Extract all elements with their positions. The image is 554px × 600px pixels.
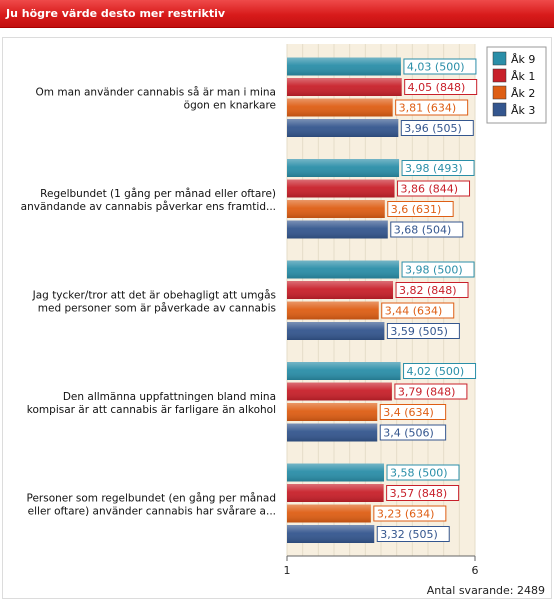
bar-shine (287, 200, 385, 218)
data-label-box (386, 323, 460, 339)
category-label: med personer som är påverkade av cannabi… (38, 301, 276, 314)
data-label-box (397, 180, 471, 197)
x-tick-label: 6 (472, 564, 479, 577)
data-label: 3,81 (634) (399, 102, 457, 115)
legend-swatch (492, 85, 507, 100)
data-label: 4,05 (848) (408, 81, 466, 94)
data-label-box (404, 79, 478, 95)
bar-shine (287, 57, 401, 76)
bar-shine (287, 119, 399, 137)
chart-title: Ju högre värde desto mer restriktiv (6, 7, 226, 20)
data-label: 3,23 (634) (377, 508, 435, 521)
legend-swatch (492, 102, 507, 117)
bar-shine (287, 78, 402, 96)
bar-shine (287, 504, 371, 523)
category-label: Jag tycker/tror att det är obehagligt at… (32, 288, 276, 301)
category-label: Regelbundet (1 gång per månad eller ofta… (40, 187, 276, 200)
data-label-box (387, 201, 454, 217)
data-label-box (381, 302, 455, 319)
bar-shine (287, 484, 384, 502)
legend-label: Åk 9 (511, 53, 535, 66)
data-label-box (394, 383, 468, 400)
bar-shine (287, 179, 395, 198)
data-label-box (400, 120, 474, 136)
legend-label: Åk 2 (511, 87, 535, 100)
bar-shine (287, 98, 393, 117)
data-label: 3,44 (634) (385, 305, 443, 318)
category-label: Om man använder cannabis så är man i min… (36, 85, 276, 98)
data-label: 3,68 (504) (394, 224, 452, 237)
data-label-box (395, 282, 469, 298)
data-label-box (373, 505, 447, 522)
data-label: 3,86 (844) (401, 183, 459, 196)
chart-panel (2, 37, 552, 599)
bar-shine (287, 525, 375, 543)
legend-label: Åk 1 (511, 70, 535, 83)
data-label-box (376, 526, 450, 542)
bar-shine (287, 220, 388, 239)
category-label: eller oftare) använder cannabis har svår… (28, 504, 276, 517)
bar-shine (287, 423, 378, 442)
category-label: användande av cannabis påverkar ens fram… (21, 200, 276, 213)
bar-shine (287, 260, 400, 279)
category-label: Den allmänna uppfattningen bland mina (63, 391, 276, 403)
legend-swatch (492, 68, 507, 83)
data-label: 3,82 (848) (399, 284, 457, 297)
data-label: 3,4 (634) (383, 406, 434, 419)
bar-shine (287, 159, 400, 177)
data-label-box (379, 424, 447, 441)
data-label: 3,32 (505) (380, 528, 438, 541)
data-label: 3,96 (505) (404, 122, 462, 135)
data-label-box (386, 464, 460, 481)
data-label: 3,58 (500) (390, 467, 448, 480)
data-label: 3,79 (848) (398, 386, 456, 399)
data-label: 3,59 (505) (390, 325, 448, 338)
data-label: 3,57 (848) (390, 487, 448, 500)
bar-shine (287, 322, 385, 340)
bar-shine (287, 281, 394, 299)
data-label-box (379, 404, 447, 420)
data-label-box (401, 261, 475, 278)
legend-swatch (492, 51, 507, 66)
bar-shine (287, 382, 392, 401)
data-label-box (390, 221, 464, 238)
legend-label: Åk 3 (511, 104, 535, 117)
data-label: 4,03 (500) (407, 61, 465, 74)
data-label-box (403, 363, 477, 379)
data-label: 3,98 (500) (405, 264, 463, 277)
title-bar: Ju högre värde desto mer restriktiv (0, 0, 554, 28)
data-label-box (386, 485, 460, 501)
category-labels: Om man använder cannabis så är man i min… (21, 85, 276, 517)
category-label: Personer som regelbundet (en gång per må… (26, 491, 276, 504)
bar-shine (287, 301, 379, 320)
bar-shine (287, 403, 378, 421)
x-tick-label: 1 (284, 564, 291, 577)
data-label: 4,02 (500) (407, 365, 465, 378)
data-label-box (395, 99, 469, 116)
bars: 4,03 (500) 4,05 (848) 3,81 (634) 3,96 (505)… (287, 57, 478, 543)
data-label: 3,98 (493) (405, 162, 463, 175)
data-label: 3,6 (631) (391, 203, 442, 216)
data-label-box (401, 160, 475, 176)
bar-shine (287, 463, 385, 482)
bar-shine (287, 362, 401, 380)
legend: Åk 9 Åk 1 Åk 2 Åk 3 (486, 46, 547, 124)
data-label: 3,4 (506) (383, 427, 434, 440)
category-label: kompisar är att cannabis är farligare än… (27, 404, 276, 416)
category-label: ögon en knarkare (184, 99, 276, 111)
respondents-count: Antal svarande: 2489 (427, 584, 545, 597)
data-label-box (403, 58, 477, 75)
